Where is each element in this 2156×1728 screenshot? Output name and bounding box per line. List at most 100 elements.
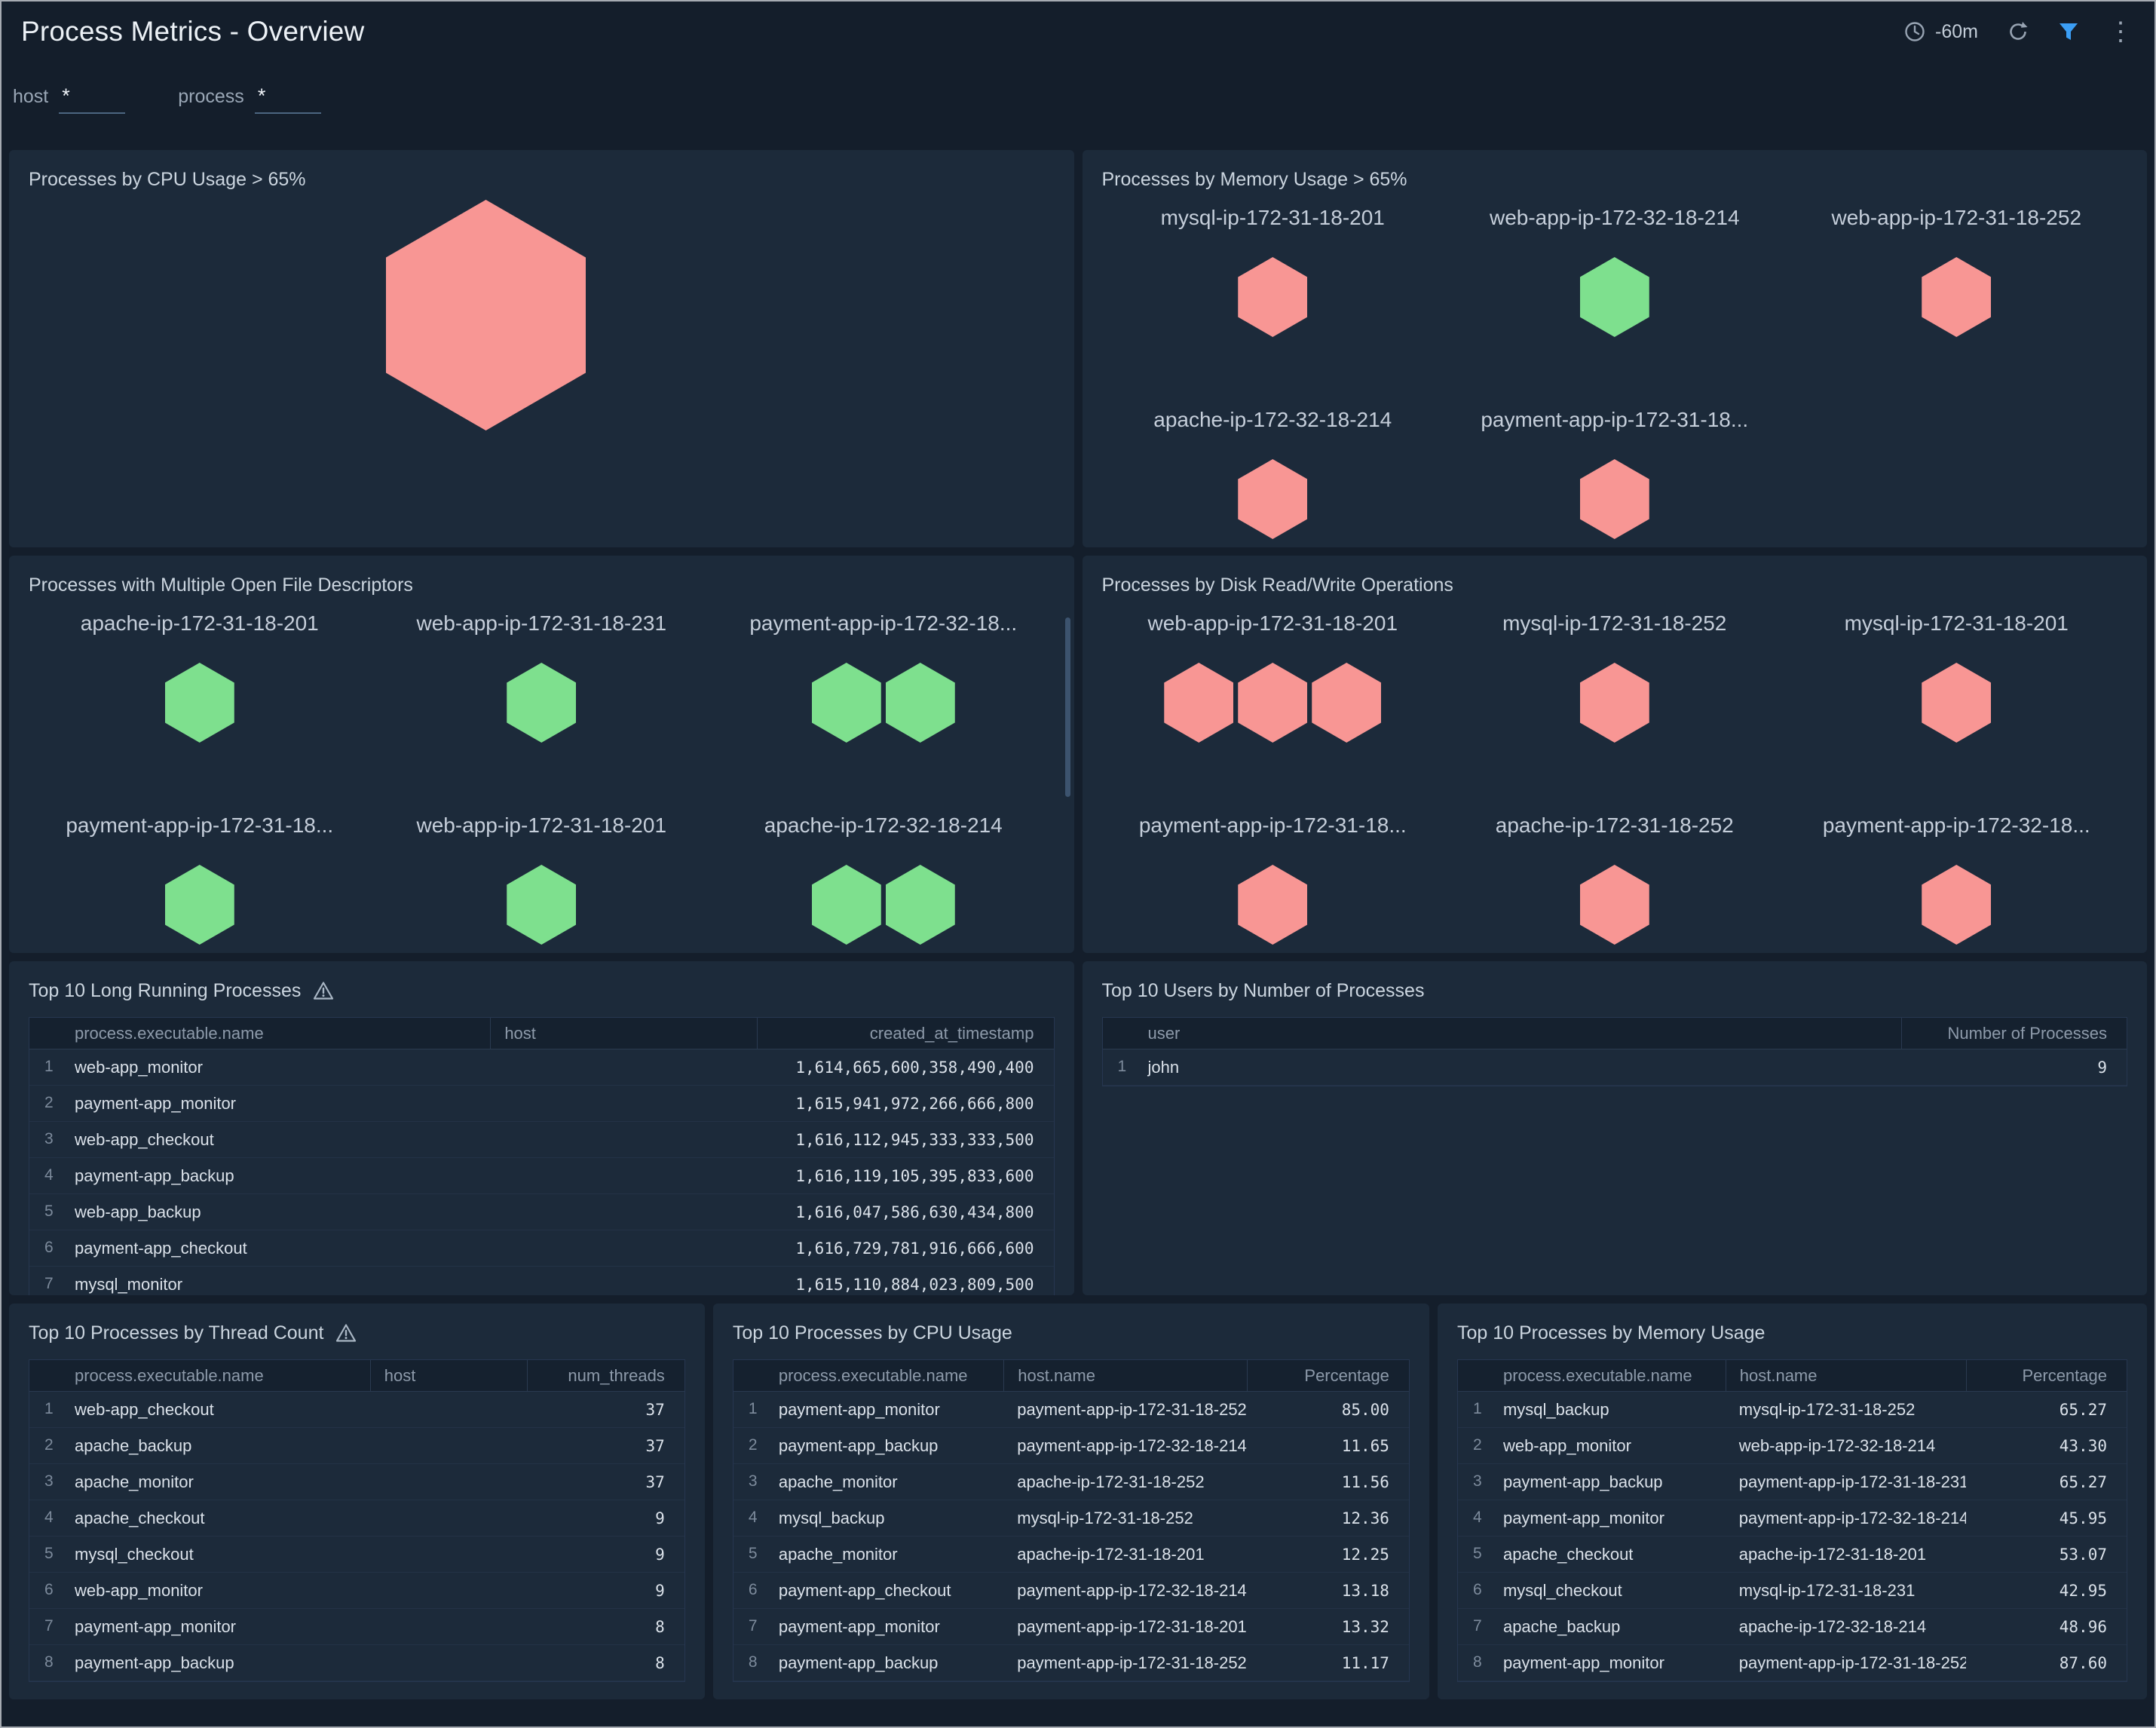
hexagon-green[interactable]: [164, 865, 234, 945]
table-row[interactable]: 2 payment-app_backup payment-app-ip-172-32…: [733, 1428, 1409, 1464]
table-cell: 11.56: [1341, 1472, 1389, 1491]
table-row[interactable]: 7 payment-app_monitor payment-app-ip-172-3…: [733, 1609, 1409, 1645]
table-cell: mysql-ip-172-31-18-252: [1017, 1508, 1193, 1527]
table-row[interactable]: 6 payment-app_checkout payment-app-ip-172-…: [733, 1573, 1409, 1609]
table-cell: 1,616,047,586,630,434,800: [795, 1203, 1034, 1221]
column-header[interactable]: host.name: [1725, 1360, 1966, 1391]
table-row[interactable]: 1 web-app_monitor 1,614,665,600,358,490,40…: [29, 1049, 1054, 1086]
column-header[interactable]: Percentage: [1966, 1360, 2127, 1391]
hexagon-red[interactable]: [1579, 459, 1649, 539]
row-index: 4: [1472, 1508, 1482, 1526]
hexagon-red[interactable]: [1238, 865, 1308, 945]
column-header[interactable]: host: [369, 1360, 528, 1391]
table-row[interactable]: 6 web-app_monitor 9: [29, 1573, 684, 1609]
table-row[interactable]: 5 mysql_checkout 9: [29, 1537, 684, 1573]
table-row[interactable]: 1 web-app_checkout 37: [29, 1392, 684, 1428]
hexagon-red[interactable]: [1238, 257, 1308, 337]
column-header[interactable]: host.name: [1003, 1360, 1247, 1391]
table-cell: 1,614,665,600,358,490,400: [795, 1058, 1034, 1077]
table-row[interactable]: 1 john 9: [1102, 1049, 2127, 1086]
column-header[interactable]: user: [1147, 1023, 1181, 1043]
table-row[interactable]: 5 apache_checkout apache-ip-172-31-18-201 5…: [1457, 1537, 2127, 1573]
honeycomb-disk-ops: web-app-ip-172-31-18-201 mysql-ip-172-31-…: [1102, 611, 2128, 945]
table-cell: 37: [645, 1472, 665, 1491]
column-header[interactable]: created_at_timestamp: [756, 1018, 1054, 1049]
hexagon-green[interactable]: [811, 663, 881, 743]
filter-icon[interactable]: [2058, 21, 2079, 42]
table-row[interactable]: 4 payment-app_monitor payment-app-ip-172-3…: [1457, 1500, 2127, 1537]
table-row[interactable]: 3 payment-app_backup payment-app-ip-172-31…: [1457, 1464, 2127, 1500]
row-index: 5: [44, 1202, 54, 1220]
table-row[interactable]: 5 web-app_backup 1,616,047,586,630,434,800: [29, 1194, 1054, 1230]
panel-grid: Processes by CPU Usage > 65% Processes b…: [2, 136, 2154, 1699]
table-row[interactable]: 3 web-app_checkout 1,616,112,945,333,333,5…: [29, 1122, 1054, 1158]
row-index: 7: [748, 1616, 758, 1635]
table-cell: 1,616,119,105,395,833,600: [795, 1166, 1034, 1185]
hexagon-red[interactable]: [1579, 663, 1649, 743]
table-row[interactable]: 6 payment-app_checkout 1,616,729,781,916,6…: [29, 1230, 1054, 1267]
table-cell: 3 apache_monitor: [748, 1472, 898, 1491]
column-header[interactable]: host: [490, 1018, 756, 1049]
table-cell: mysql-ip-172-31-18-231: [1738, 1580, 1916, 1600]
table-row[interactable]: 2 apache_backup 37: [29, 1428, 684, 1464]
table-row[interactable]: 4 payment-app_backup 1,616,119,105,395,833…: [29, 1158, 1054, 1194]
hexagon-red[interactable]: [1238, 459, 1308, 539]
table-row[interactable]: 1 payment-app_monitor payment-app-ip-172-3…: [733, 1392, 1409, 1428]
hexagon-red[interactable]: [1922, 257, 1992, 337]
hexagon-red[interactable]: [1579, 865, 1649, 945]
table-cell: payment-app-ip-172-31-18-252: [1017, 1399, 1247, 1419]
table-cell: 87.60: [2059, 1653, 2107, 1672]
panel-memory-usage: Processes by Memory Usage > 65% mysql-ip…: [1082, 150, 2147, 547]
hexagon-green[interactable]: [164, 663, 234, 743]
process-filter-input[interactable]: *: [254, 84, 321, 114]
row-index: 1: [44, 1057, 54, 1075]
table-row[interactable]: 6 mysql_checkout mysql-ip-172-31-18-231 42.…: [1457, 1573, 2127, 1609]
table-cell: 13.18: [1341, 1581, 1389, 1600]
table-row[interactable]: 3 apache_monitor apache-ip-172-31-18-252 11…: [733, 1464, 1409, 1500]
top-bar: Process Metrics - Overview -60m: [2, 2, 2154, 62]
table-row[interactable]: 3 apache_monitor 37: [29, 1464, 684, 1500]
table-row[interactable]: 4 mysql_backup mysql-ip-172-31-18-252 12.36: [733, 1500, 1409, 1537]
column-header[interactable]: process.executable.name: [1502, 1365, 1692, 1385]
table-row[interactable]: 2 web-app_monitor web-app-ip-172-32-18-214…: [1457, 1428, 2127, 1464]
hexagon-green[interactable]: [885, 865, 955, 945]
table-row[interactable]: 5 apache_monitor apache-ip-172-31-18-201 12…: [733, 1537, 1409, 1573]
refresh-icon[interactable]: [2007, 20, 2029, 43]
table-row[interactable]: 7 payment-app_monitor 8: [29, 1609, 684, 1645]
row-index: 6: [1472, 1580, 1482, 1598]
table-row[interactable]: 2 payment-app_monitor 1,615,941,972,266,66…: [29, 1086, 1054, 1122]
table-row[interactable]: 4 apache_checkout 9: [29, 1500, 684, 1537]
column-header[interactable]: process.executable.name: [75, 1023, 264, 1043]
hexagon-red[interactable]: [1312, 663, 1382, 743]
table-cell: 6 payment-app_checkout: [44, 1238, 247, 1258]
table-cell: 9: [655, 1545, 665, 1564]
table-row[interactable]: 7 mysql_monitor 1,615,110,884,023,809,500: [29, 1267, 1054, 1295]
column-header[interactable]: Number of Processes: [1901, 1018, 2127, 1049]
table-row[interactable]: 8 payment-app_monitor payment-app-ip-172-3…: [1457, 1645, 2127, 1681]
hexagon-red[interactable]: [1922, 865, 1992, 945]
hexagon-green[interactable]: [885, 663, 955, 743]
hexagon-red[interactable]: [1164, 663, 1234, 743]
hexagon-red[interactable]: [1238, 663, 1308, 743]
host-filter-input[interactable]: *: [59, 84, 126, 114]
hexagon-red[interactable]: [1922, 663, 1992, 743]
column-header[interactable]: num_threads: [527, 1360, 684, 1391]
column-header[interactable]: Percentage: [1246, 1360, 1409, 1391]
vertical-scrollbar[interactable]: [1064, 617, 1070, 797]
hexagon-green[interactable]: [1579, 257, 1649, 337]
hexagon-green[interactable]: [507, 865, 577, 945]
table-row[interactable]: 7 apache_backup apache-ip-172-32-18-214 48.…: [1457, 1609, 2127, 1645]
process-filter-label: process: [178, 85, 244, 107]
hexagon-green[interactable]: [811, 865, 881, 945]
column-header[interactable]: process.executable.name: [75, 1365, 264, 1385]
table-cell: payment-app-ip-172-31-18-201: [1017, 1616, 1247, 1636]
table-row[interactable]: 8 payment-app_backup 8: [29, 1645, 684, 1681]
time-range-picker[interactable]: -60m: [1903, 20, 1978, 43]
kebab-menu-icon[interactable]: ⋮: [2108, 17, 2133, 46]
table-row[interactable]: 1 mysql_backup mysql-ip-172-31-18-252 65.27: [1457, 1392, 2127, 1428]
table-row[interactable]: 8 payment-app_backup payment-app-ip-172-31…: [733, 1645, 1409, 1681]
hexagon-red-large[interactable]: [386, 200, 586, 430]
honeycomb-cell: web-app-ip-172-31-18-231: [371, 611, 713, 743]
column-header[interactable]: process.executable.name: [778, 1365, 968, 1385]
hexagon-green[interactable]: [507, 663, 577, 743]
